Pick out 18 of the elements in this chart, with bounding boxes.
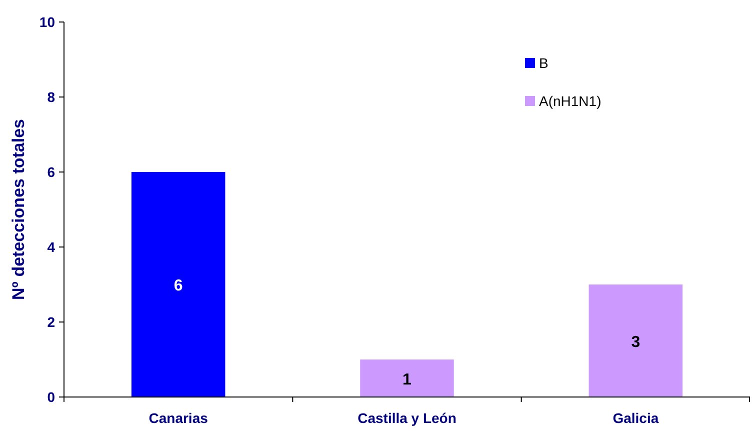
- data-label: 6: [174, 278, 183, 294]
- legend-label: B: [539, 55, 548, 71]
- y-tick-label: 10: [39, 14, 56, 30]
- bar: [131, 172, 226, 397]
- data-label: 3: [631, 334, 640, 351]
- data-label: 1: [402, 371, 412, 388]
- y-tick-label: 4: [47, 239, 56, 255]
- y-tick-label: 6: [47, 164, 56, 180]
- x-tick-label: Canarias: [148, 410, 208, 426]
- y-tick-label: 0: [47, 389, 56, 405]
- x-tick-label: Galicia: [612, 410, 659, 426]
- y-tick-label: 2: [47, 314, 56, 330]
- bar: [360, 360, 454, 397]
- legend-label: A(nH1N1): [539, 93, 602, 109]
- x-tick-label: Castilla y León: [358, 410, 456, 426]
- y-tick-label: 8: [47, 89, 56, 105]
- bar: [588, 284, 683, 397]
- y-axis-title: Nº detecciones totales: [9, 119, 28, 300]
